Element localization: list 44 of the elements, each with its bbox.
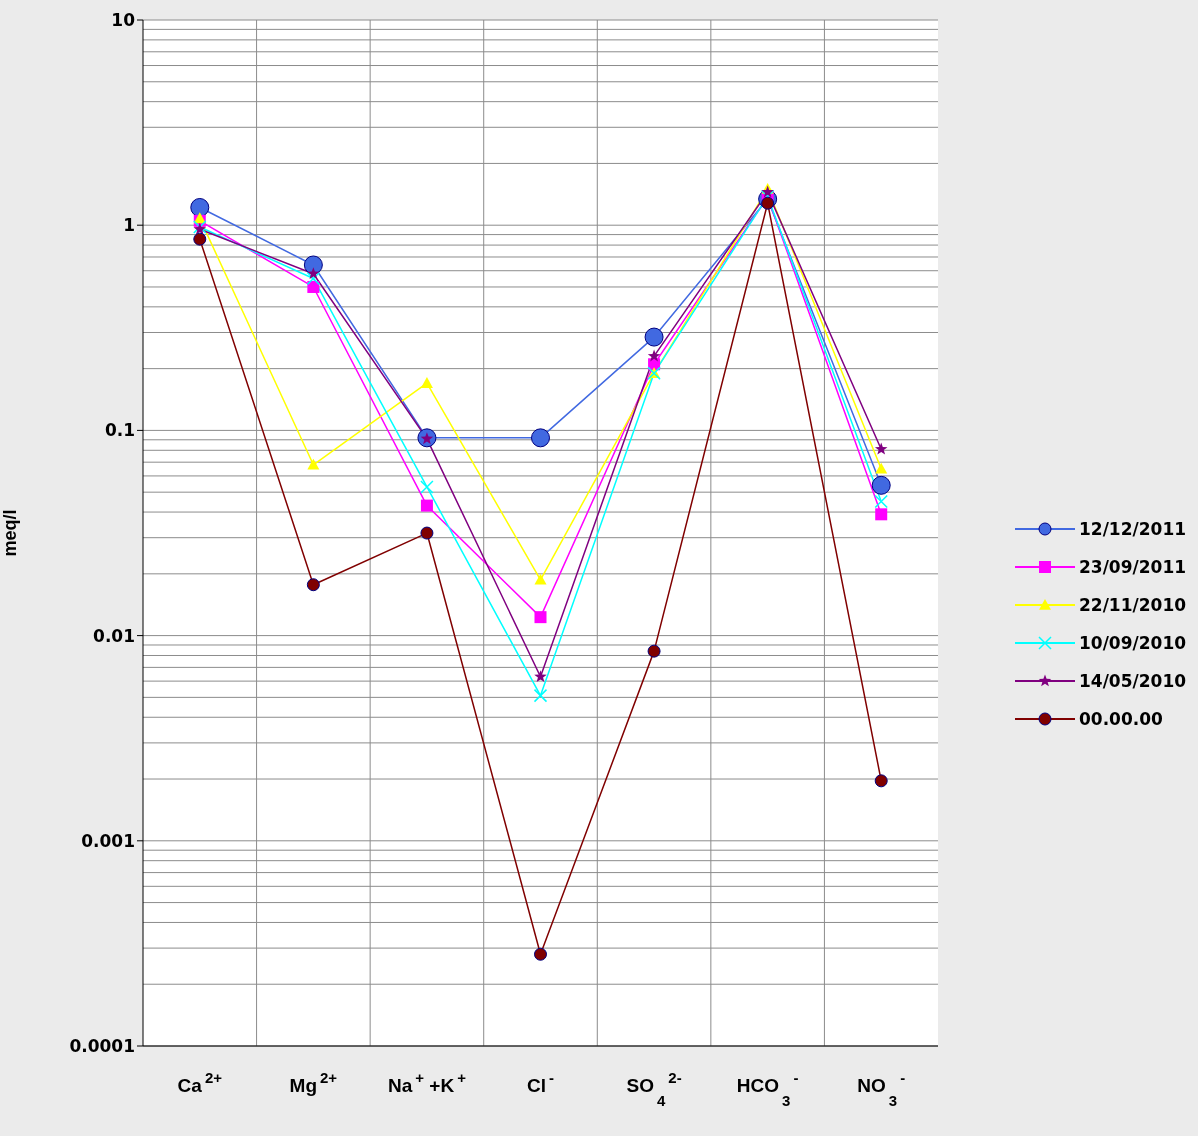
x-tick-label: Ca$^{2+}$ [177, 1069, 223, 1096]
point [534, 670, 547, 683]
point [875, 508, 888, 521]
point [420, 526, 434, 540]
point [533, 688, 548, 703]
legend-label: 00.00.00 [1079, 709, 1163, 729]
point [307, 267, 320, 280]
point [534, 947, 547, 961]
point [420, 480, 434, 494]
y-axis-title: meq/l [0, 509, 21, 557]
point [647, 644, 661, 658]
point [306, 578, 320, 592]
point [874, 494, 888, 509]
point [874, 442, 888, 455]
y-tick-label: 0.001 [81, 830, 135, 851]
point [874, 774, 888, 788]
y-tick-label: 1 [123, 215, 135, 236]
y-tick-label: 0.1 [104, 420, 135, 441]
point [534, 611, 547, 624]
point [875, 462, 888, 474]
y-tick-label: 0.01 [93, 625, 135, 646]
point [420, 377, 433, 388]
point [303, 255, 323, 275]
legend-label: 10/09/2010 [1079, 633, 1187, 653]
x-tick-label: Cl$^{-}$ [527, 1069, 554, 1096]
legend-label: 14/05/2010 [1079, 671, 1187, 691]
x-tick-label: Mg$^{2+}$ [289, 1069, 338, 1096]
point [644, 327, 664, 347]
point [307, 280, 320, 293]
point [534, 573, 547, 585]
point [307, 458, 320, 470]
legend-label: 22/11/2010 [1079, 595, 1187, 615]
y-tick-label: 10 [111, 10, 136, 31]
point [531, 428, 550, 448]
point [647, 349, 661, 362]
y-tick-label: 0.0001 [69, 1036, 135, 1057]
legend-label: 12/12/2011 [1079, 519, 1187, 539]
point [306, 271, 321, 286]
legend-label: 23/09/2011 [1079, 557, 1187, 577]
x-tick-label: Na$^{+}$ +K$^{+}$ [387, 1069, 467, 1096]
point [871, 475, 891, 495]
point [190, 197, 210, 217]
point [193, 232, 207, 246]
point [420, 499, 433, 512]
